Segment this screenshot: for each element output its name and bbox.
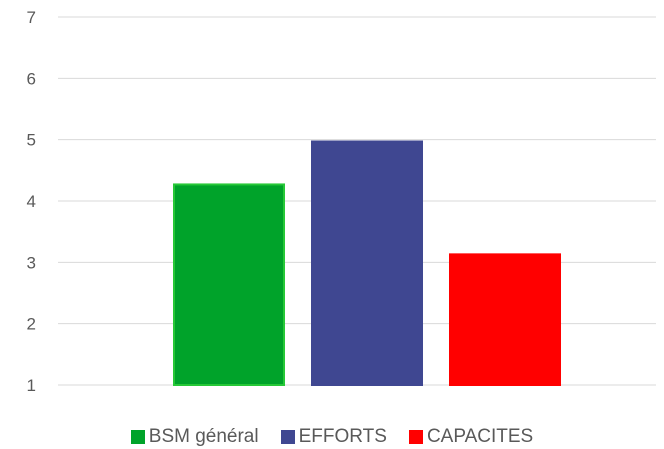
legend-item-bsm-general: BSM général <box>130 425 259 448</box>
y-tick-label: 4 <box>27 192 36 211</box>
bar-bsm-g-n-ral <box>173 183 285 386</box>
y-tick-label: 3 <box>27 253 36 272</box>
legend-item-efforts: EFFORTS <box>280 425 387 448</box>
bar-capacites <box>449 253 561 386</box>
y-tick-label: 5 <box>27 131 36 150</box>
bar-efforts <box>311 140 423 386</box>
y-tick-label: 2 <box>27 315 36 334</box>
y-tick-label: 1 <box>27 376 36 395</box>
bar-chart: 1 2 3 4 5 6 7 <box>27 8 656 395</box>
legend-label-capacites: CAPACITES <box>426 425 534 447</box>
legend-item-capacites: CAPACITES <box>408 425 534 448</box>
legend: BSM général EFFORTS CAPACITES <box>0 424 664 449</box>
legend-swatch-bsm-general <box>130 429 145 444</box>
y-tick-label: 6 <box>27 69 36 88</box>
legend-swatch-efforts <box>280 429 295 444</box>
legend-label-efforts: EFFORTS <box>298 425 387 447</box>
y-axis-tick-labels: 1 2 3 4 5 6 7 <box>27 8 36 395</box>
legend-label-bsm-general: BSM général <box>148 425 259 447</box>
bars <box>173 140 561 386</box>
legend-swatch-capacites <box>408 429 423 444</box>
y-tick-label: 7 <box>27 8 36 27</box>
